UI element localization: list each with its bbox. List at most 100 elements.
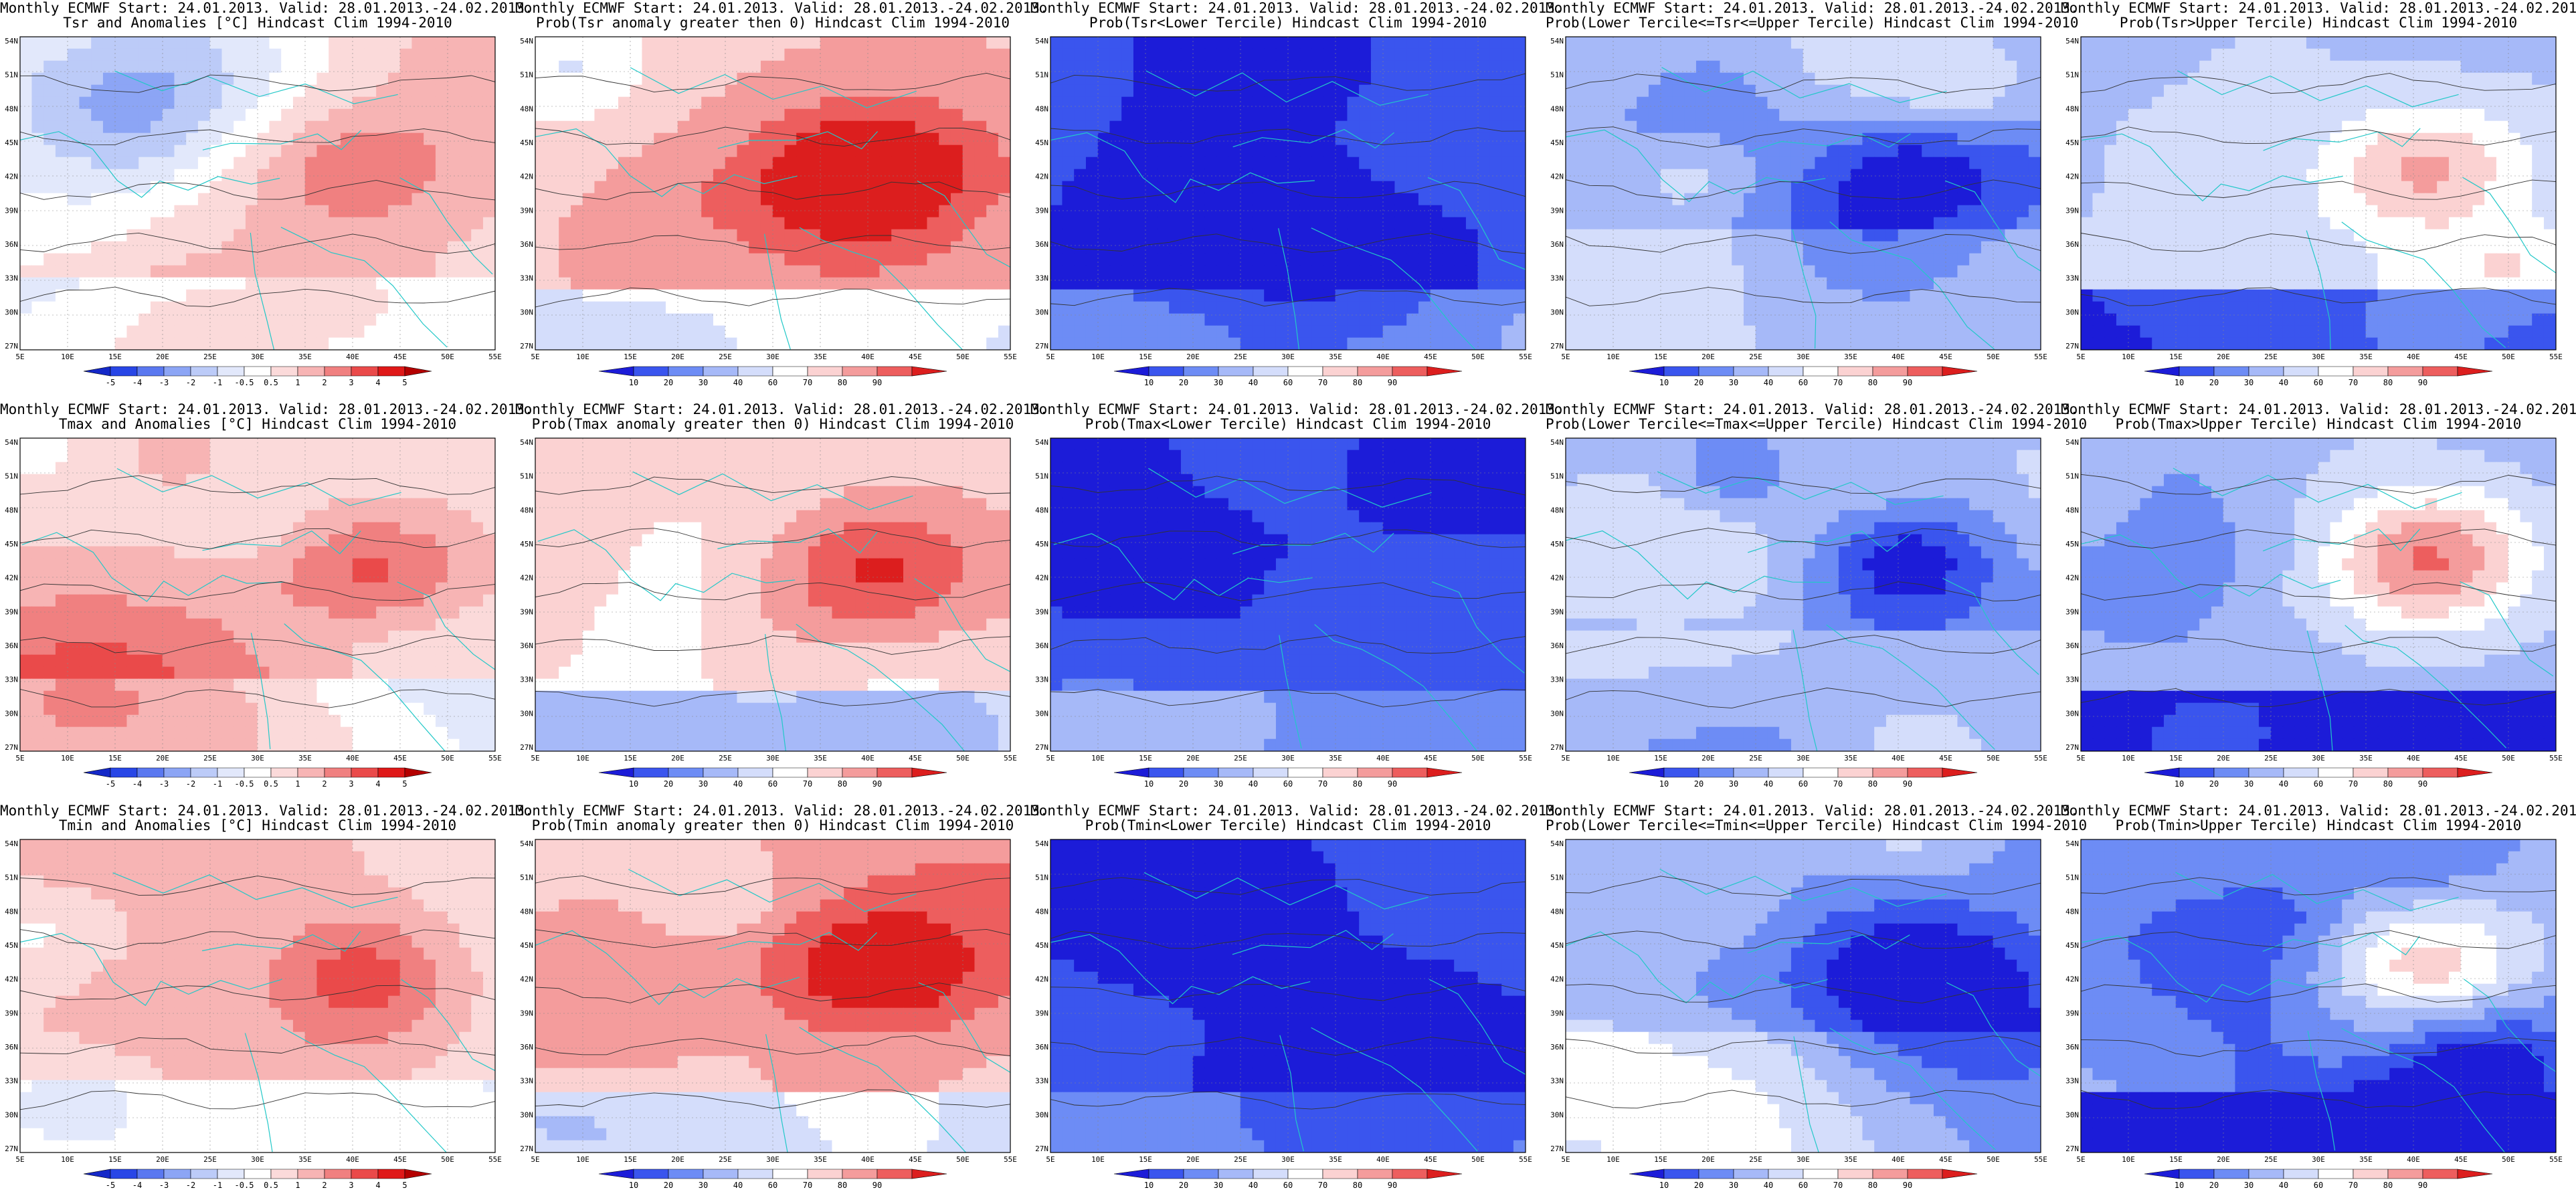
colorbar-segment — [1733, 1169, 1769, 1179]
colorbar-segment — [297, 1169, 325, 1179]
colorbar-segment — [1663, 1169, 1699, 1179]
colorbar-tick-label: -0.5 — [235, 779, 254, 789]
lat-tick-label: 54N — [1035, 839, 1048, 848]
colorbar-tick-label: 70 — [1318, 378, 1327, 387]
lat-tick-label: 30N — [2065, 709, 2079, 718]
lat-tick-label: 27N — [1035, 1144, 1048, 1153]
map-field — [20, 438, 495, 751]
lon-tick-label: 30E — [1281, 754, 1295, 763]
colorbar-segment — [1872, 366, 1908, 377]
colorbar-tick-label: 1 — [295, 779, 300, 789]
lat-tick-label: 30N — [2065, 1110, 2079, 1119]
lat-tick-label: 30N — [520, 709, 533, 718]
lon-tick-label: 30E — [1797, 353, 1810, 361]
colorbar: 10 20 30 40 60 70 80 90 — [1113, 366, 1463, 387]
colorbar: 10 20 30 40 60 70 80 90 — [2144, 767, 2493, 789]
colorbar-tick-label: 20 — [2209, 779, 2219, 789]
colorbar-segment — [1663, 366, 1699, 377]
panel-title-header: Monthly ECMWF Start: 24.01.2013. Valid: … — [1030, 401, 1564, 417]
lon-tick-label: 55E — [2034, 353, 2047, 361]
lon-tick-label: 15E — [2169, 1155, 2183, 1164]
lon-tick-label: 55E — [2549, 754, 2563, 763]
colorbar-segment — [1287, 1169, 1323, 1179]
colorbar-segment — [2422, 366, 2458, 377]
colorbar-segment — [2144, 1169, 2180, 1179]
lon-tick-label: 55E — [1004, 754, 1017, 763]
colorbar-tick-label: 20 — [1694, 779, 1704, 789]
lon-tick-label: 10E — [61, 1155, 74, 1164]
lat-tick-label: 36N — [520, 641, 533, 650]
lon-tick-label: 35E — [2359, 1155, 2373, 1164]
colorbar-segment — [1907, 767, 1943, 778]
colorbar-tick-label: -1 — [213, 779, 222, 789]
lon-tick-label: 50E — [1987, 754, 2000, 763]
lon-tick-label: 15E — [624, 754, 637, 763]
colorbar-tick-label: -0.5 — [235, 1181, 254, 1190]
colorbar-tick-label: -2 — [186, 1181, 195, 1190]
colorbar-tick-label: -5 — [106, 1181, 115, 1190]
colorbar-tick-label: 90 — [1903, 1181, 1912, 1190]
colorbar-segment — [136, 366, 165, 377]
colorbar-segment — [1183, 767, 1219, 778]
lon-tick-label: 40E — [346, 754, 359, 763]
lat-tick-label: 48N — [520, 104, 533, 113]
lon-tick-label: 25E — [203, 1155, 217, 1164]
lon-tick-label: 55E — [1519, 353, 1532, 361]
colorbar-segment — [877, 366, 913, 377]
lon-tick-label: 55E — [1519, 754, 1532, 763]
colorbar-segment — [1768, 366, 1804, 377]
colorbar-tick-label: 70 — [2349, 1181, 2358, 1190]
colorbar-segment — [1733, 767, 1769, 778]
colorbar-tick-label: 70 — [1318, 779, 1327, 789]
colorbar-tick-label: 90 — [872, 779, 882, 789]
colorbar-tick-label: 0.5 — [264, 779, 278, 789]
colorbar: -5 -4 -3 -2 -1 -0.5 0.5 1 2 3 4 5 — [83, 366, 432, 387]
lon-tick-label: 25E — [719, 754, 732, 763]
colorbar-tick-label: 30 — [1729, 1181, 1738, 1190]
lat-tick-label: 42N — [2065, 173, 2079, 181]
colorbar-segment — [807, 767, 843, 778]
colorbar-segment — [244, 767, 272, 778]
lon-tick-label: 25E — [1749, 1155, 1762, 1164]
lat-tick-label: 54N — [520, 438, 533, 447]
lat-tick-label: 36N — [5, 641, 18, 650]
lat-tick-label: 30N — [1035, 709, 1048, 718]
lat-tick-label: 36N — [520, 240, 533, 249]
colorbar-tick-label: -4 — [132, 378, 142, 387]
colorbar-tick-label: -2 — [186, 779, 195, 789]
lon-tick-label: 25E — [2264, 353, 2278, 361]
colorbar-segment — [244, 366, 272, 377]
lat-tick-label: 48N — [520, 907, 533, 916]
panel-title-header: Monthly ECMWF Start: 24.01.2013. Valid: … — [1546, 803, 2079, 819]
lon-tick-label: 5E — [2076, 754, 2085, 763]
colorbar-segment — [1113, 366, 1149, 377]
map-field — [1050, 37, 1526, 350]
lon-tick-label: 30E — [2312, 1155, 2325, 1164]
colorbar-tick-label: -1 — [213, 378, 222, 387]
lon-tick-label: 5E — [1561, 1155, 1570, 1164]
lon-tick-label: 25E — [203, 754, 217, 763]
lat-tick-label: 30N — [520, 1110, 533, 1119]
colorbar-segment — [703, 1169, 739, 1179]
colorbar-segment — [1287, 767, 1323, 778]
lon-tick-label: 35E — [1329, 1155, 1342, 1164]
colorbar-tick-label: 60 — [2314, 1181, 2323, 1190]
lon-tick-label: 25E — [2264, 754, 2278, 763]
colorbar-tick-label: 30 — [699, 378, 708, 387]
panel-title-header: Monthly ECMWF Start: 24.01.2013. Valid: … — [515, 0, 1048, 16]
lon-tick-label: 45E — [393, 1155, 407, 1164]
colorbar-segment — [351, 767, 379, 778]
colorbar-tick-label: 80 — [1868, 1181, 1877, 1190]
lat-tick-label: 36N — [1550, 641, 1564, 650]
lon-tick-label: 35E — [814, 1155, 827, 1164]
panel-title-variable: Prob(Tmax<Lower Tercile) Hindcast Clim 1… — [1085, 416, 1491, 432]
lat-tick-label: 51N — [1550, 71, 1564, 80]
colorbar-tick-label: 80 — [1868, 378, 1877, 387]
lat-tick-label: 27N — [1035, 342, 1048, 350]
lon-tick-label: 55E — [488, 754, 502, 763]
